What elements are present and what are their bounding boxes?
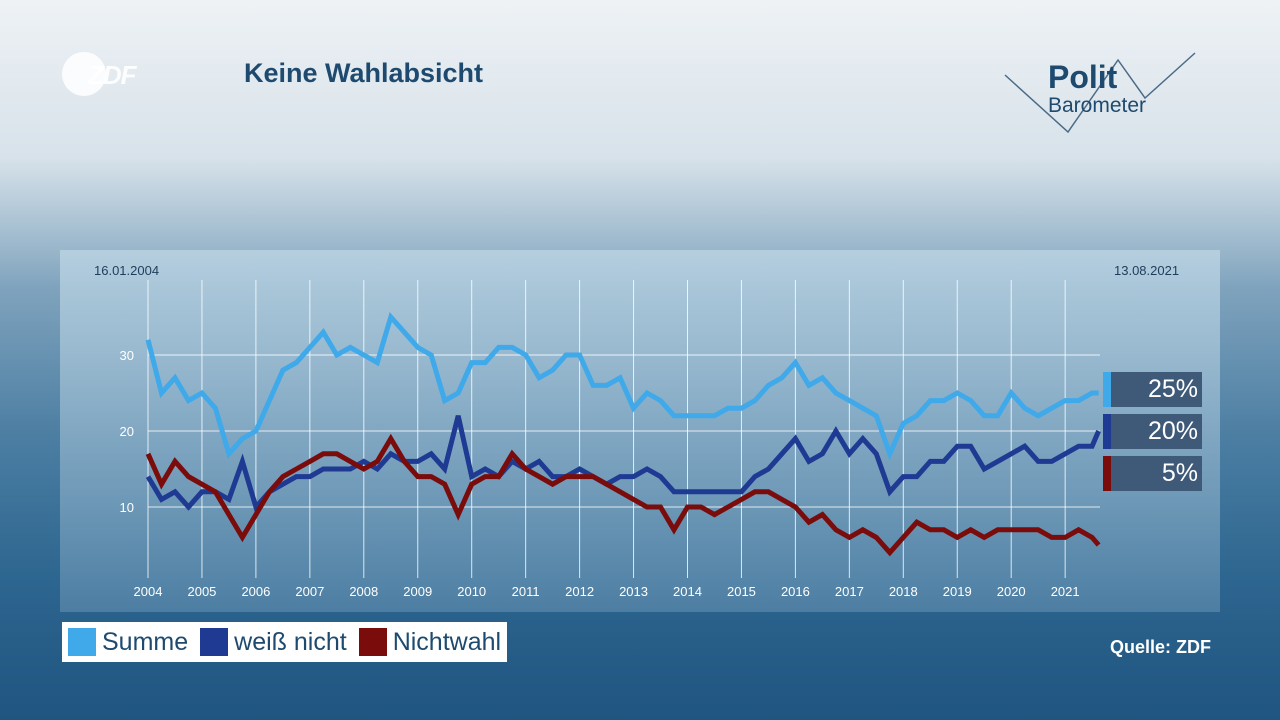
end-label-weiss-nicht: 20% (1103, 414, 1202, 449)
x-tick-label: 2020 (997, 584, 1026, 599)
x-tick-label: 2009 (403, 584, 432, 599)
x-tick-label: 2004 (134, 584, 163, 599)
x-tick-label: 2015 (727, 584, 756, 599)
page-title: Keine Wahlabsicht (244, 58, 484, 88)
x-tick-label: 2006 (241, 584, 270, 599)
legend-item-nichtwahl: Nichtwahl (358, 628, 501, 657)
source-label: Quelle: ZDF (1110, 637, 1212, 657)
series-line-wei-nicht (145, 415, 1101, 513)
legend-item-summe: Summe (68, 628, 188, 657)
start-date: 16.01.2004 (94, 263, 160, 278)
y-tick-label: 20 (120, 424, 134, 439)
legend-item-weiss-nicht: weiß nicht (200, 628, 347, 657)
end-label-nichtwahl: 5% (1103, 456, 1202, 491)
legend: Summe weiß nicht Nichtwahl (62, 622, 508, 662)
svg-text:Polit: Polit (1048, 59, 1118, 95)
x-tick-label: 2019 (943, 584, 972, 599)
end-swatch-summe (1103, 372, 1111, 407)
x-tick-label: 2016 (781, 584, 810, 599)
end-swatch-weiss-nicht (1103, 414, 1111, 449)
x-tick-label: 2011 (512, 584, 540, 599)
y-tick-label: 30 (120, 348, 134, 363)
end-date: 13.08.2021 (1114, 263, 1180, 278)
x-tick-label: 2021 (1051, 584, 1080, 599)
svg-text:Barometer: Barometer (1048, 94, 1146, 117)
x-tick-label: 2008 (349, 584, 378, 599)
end-swatch-nichtwahl (1103, 456, 1111, 491)
series-line-summe (145, 311, 1099, 461)
x-tick-label: 2017 (835, 584, 864, 599)
x-tick-label: 2012 (565, 584, 594, 599)
end-label-summe: 25% (1103, 372, 1202, 407)
x-tick-label: 2014 (673, 584, 702, 599)
x-tick-label: 2005 (187, 584, 216, 599)
x-tick-label: 2010 (457, 584, 486, 599)
x-tick-label: 2018 (889, 584, 918, 599)
x-tick-label: 2007 (295, 584, 324, 599)
x-tick-label: 2013 (619, 584, 648, 599)
y-tick-label: 10 (120, 500, 134, 515)
series-line-nichtwahl (145, 433, 1101, 557)
zdf-logo: ZDF (62, 52, 137, 96)
politbarometer-logo: Polit Barometer (1004, 52, 1196, 134)
